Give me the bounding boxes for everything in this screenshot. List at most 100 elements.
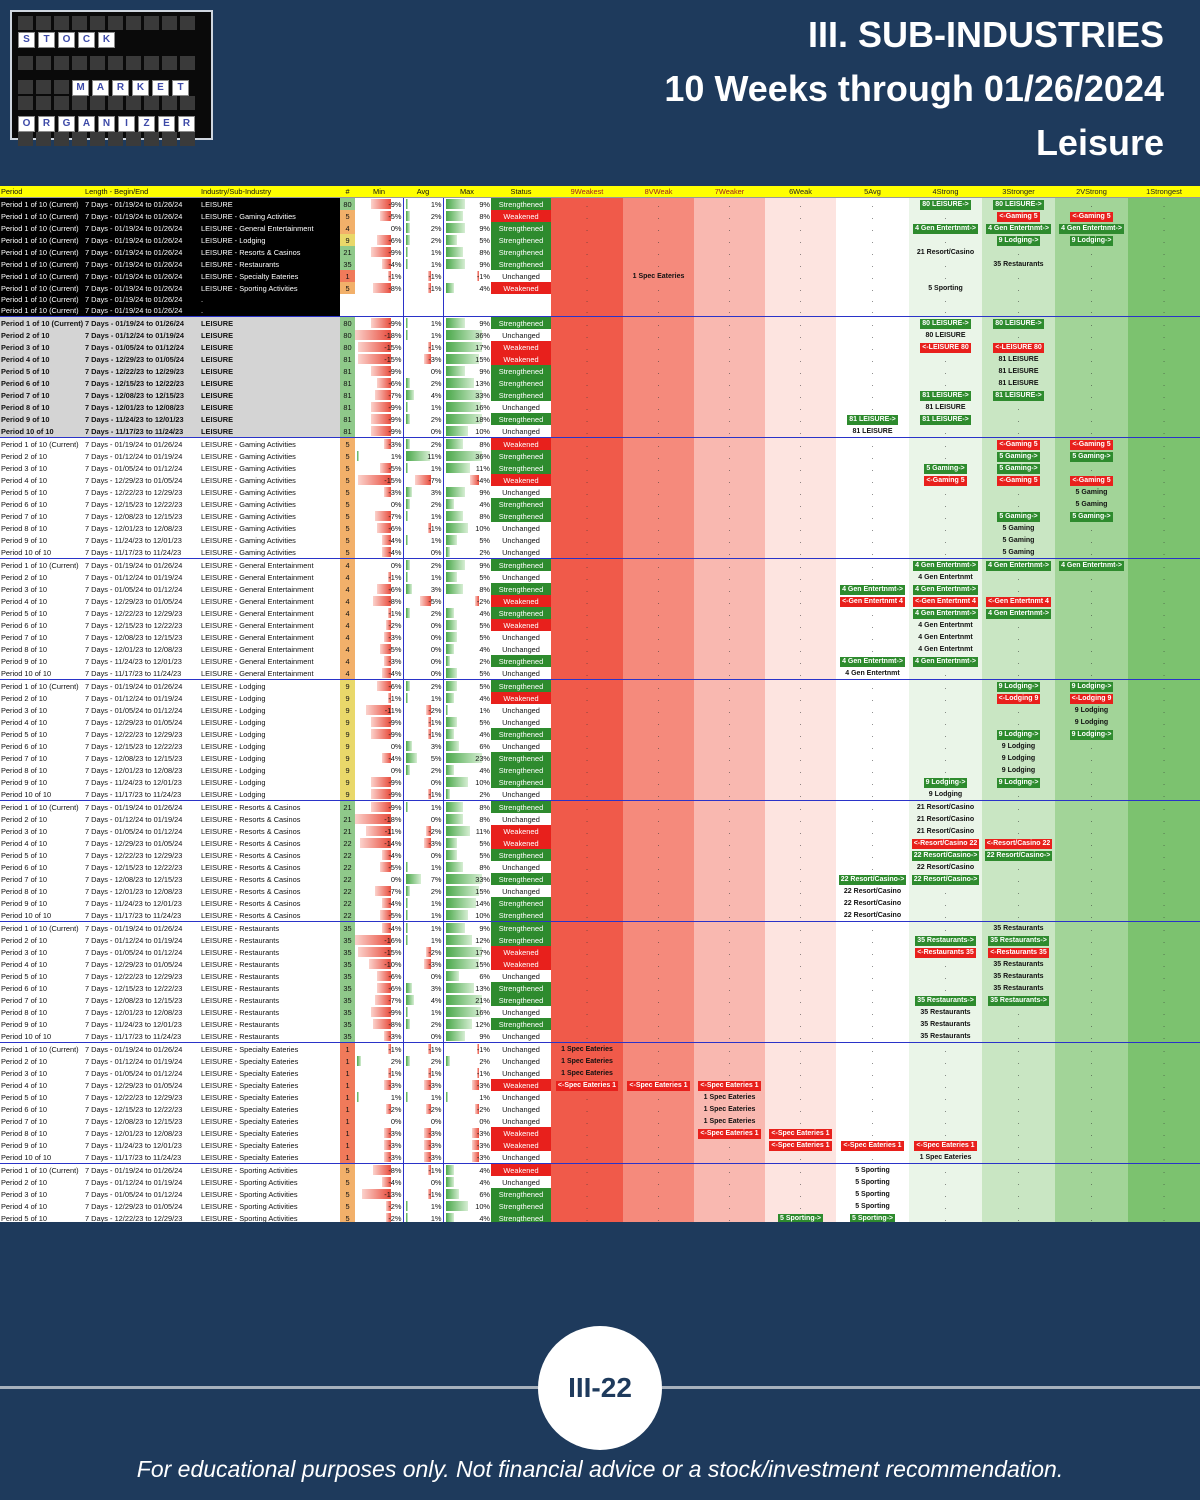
table-row[interactable]: Period 5 of 10 7 Days - 12/22/23 to 12/29…: [0, 486, 1200, 499]
table-row[interactable]: Period 8 of 10 7 Days - 12/01/23 to 12/08…: [0, 401, 1200, 414]
table-row[interactable]: Period 6 of 10 7 Days - 12/15/23 to 12/22…: [0, 498, 1200, 511]
table-row[interactable]: Period 5 of 10 7 Days - 12/22/23 to 12/29…: [0, 970, 1200, 983]
table-row[interactable]: Period 7 of 10 7 Days - 12/08/23 to 12/15…: [0, 510, 1200, 523]
column-header[interactable]: Status: [491, 186, 551, 199]
table-row[interactable]: Period 2 of 10 7 Days - 01/12/24 to 01/19…: [0, 329, 1200, 342]
column-header[interactable]: 9Weakest: [551, 186, 623, 199]
table-row[interactable]: Period 4 of 10 7 Days - 12/29/23 to 01/05…: [0, 837, 1200, 850]
table-row[interactable]: Period 6 of 10 7 Days - 12/15/23 to 12/22…: [0, 861, 1200, 874]
table-row[interactable]: Period 4 of 10 7 Days - 12/29/23 to 01/05…: [0, 1079, 1200, 1092]
table-row[interactable]: Period 8 of 10 7 Days - 12/01/23 to 12/08…: [0, 643, 1200, 656]
table-row[interactable]: Period 4 of 10 7 Days - 12/29/23 to 01/05…: [0, 353, 1200, 366]
table-row[interactable]: Period 10 of 10 7 Days - 11/17/23 to 11/2…: [0, 425, 1200, 439]
table-row[interactable]: Period 3 of 10 7 Days - 01/05/24 to 01/12…: [0, 704, 1200, 717]
table-row[interactable]: Period 2 of 10 7 Days - 01/12/24 to 01/19…: [0, 1055, 1200, 1068]
table-row[interactable]: Period 1 of 10 (Current) 7 Days - 01/19/2…: [0, 282, 1200, 295]
table-row[interactable]: Period 2 of 10 7 Days - 01/12/24 to 01/19…: [0, 934, 1200, 947]
table-row[interactable]: Period 9 of 10 7 Days - 11/24/23 to 12/01…: [0, 1018, 1200, 1031]
column-header[interactable]: Min: [355, 186, 403, 199]
table-row[interactable]: Period 5 of 10 7 Days - 12/22/23 to 12/29…: [0, 1091, 1200, 1104]
table-row[interactable]: Period 1 of 10 (Current) 7 Days - 01/19/2…: [0, 921, 1200, 935]
table-row[interactable]: Period 5 of 10 7 Days - 12/22/23 to 12/29…: [0, 849, 1200, 862]
table-row[interactable]: Period 6 of 10 7 Days - 12/15/23 to 12/22…: [0, 1103, 1200, 1116]
table-row[interactable]: Period 7 of 10 7 Days - 12/08/23 to 12/15…: [0, 1115, 1200, 1128]
column-header[interactable]: #: [340, 186, 355, 199]
table-row[interactable]: Period 10 of 10 7 Days - 11/17/23 to 11/2…: [0, 909, 1200, 923]
column-header[interactable]: 6Weak: [765, 186, 836, 199]
table-row[interactable]: Period 7 of 10 7 Days - 12/08/23 to 12/15…: [0, 389, 1200, 402]
spreadsheet[interactable]: Period Length - Begin/End Industry/Sub-Ind…: [0, 186, 1200, 1222]
table-row[interactable]: Period 4 of 10 7 Days - 12/29/23 to 01/05…: [0, 1200, 1200, 1213]
column-header[interactable]: 3Stronger: [982, 186, 1055, 199]
table-row[interactable]: Period 5 of 10 7 Days - 12/22/23 to 12/29…: [0, 607, 1200, 620]
table-row[interactable]: Period 8 of 10 7 Days - 12/01/23 to 12/08…: [0, 522, 1200, 535]
column-header[interactable]: Industry/Sub-Industry: [200, 186, 340, 199]
table-row[interactable]: Period 1 of 10 (Current) 7 Days - 01/19/2…: [0, 679, 1200, 693]
table-row[interactable]: Period 8 of 10 7 Days - 12/01/23 to 12/08…: [0, 764, 1200, 777]
column-header[interactable]: Period: [0, 186, 84, 199]
table-row[interactable]: Period 8 of 10 7 Days - 12/01/23 to 12/08…: [0, 1127, 1200, 1140]
table-row[interactable]: Period 1 of 10 (Current) 7 Days - 01/19/2…: [0, 270, 1200, 283]
table-row[interactable]: Period 2 of 10 7 Days - 01/12/24 to 01/19…: [0, 571, 1200, 584]
table-row[interactable]: Period 2 of 10 7 Days - 01/12/24 to 01/19…: [0, 813, 1200, 826]
table-row[interactable]: Period 4 of 10 7 Days - 12/29/23 to 01/05…: [0, 474, 1200, 487]
table-row[interactable]: Period 1 of 10 (Current) 7 Days - 01/19/2…: [0, 316, 1200, 330]
table-row[interactable]: Period 2 of 10 7 Days - 01/12/24 to 01/19…: [0, 450, 1200, 463]
table-row[interactable]: Period 10 of 10 7 Days - 11/17/23 to 11/2…: [0, 1030, 1200, 1044]
table-row[interactable]: Period 7 of 10 7 Days - 12/08/23 to 12/15…: [0, 752, 1200, 765]
table-row[interactable]: Period 4 of 10 7 Days - 12/29/23 to 01/05…: [0, 958, 1200, 971]
table-row[interactable]: Period 10 of 10 7 Days - 11/17/23 to 11/2…: [0, 546, 1200, 560]
table-row[interactable]: Period 9 of 10 7 Days - 11/24/23 to 12/01…: [0, 655, 1200, 668]
column-header[interactable]: 5Avg: [836, 186, 909, 199]
column-header[interactable]: 4Strong: [909, 186, 982, 199]
table-row[interactable]: Period 4 of 10 7 Days - 12/29/23 to 01/05…: [0, 595, 1200, 608]
table-row[interactable]: Period 10 of 10 7 Days - 11/17/23 to 11/2…: [0, 667, 1200, 681]
table-row[interactable]: Period 1 of 10 (Current) 7 Days - 01/19/2…: [0, 1042, 1200, 1056]
column-header[interactable]: Avg: [403, 186, 443, 199]
table-row[interactable]: Period 1 of 10 (Current) 7 Days - 01/19/2…: [0, 305, 1200, 318]
column-header[interactable]: 8VWeak: [623, 186, 694, 199]
table-row[interactable]: Period 1 of 10 (Current) 7 Days - 01/19/2…: [0, 558, 1200, 572]
table-row[interactable]: Period 1 of 10 (Current) 7 Days - 01/19/2…: [0, 210, 1200, 223]
table-row[interactable]: Period 1 of 10 (Current) 7 Days - 01/19/2…: [0, 246, 1200, 259]
table-row[interactable]: Period 5 of 10 7 Days - 12/22/23 to 12/29…: [0, 365, 1200, 378]
table-row[interactable]: Period 9 of 10 7 Days - 11/24/23 to 12/01…: [0, 776, 1200, 789]
table-row[interactable]: Period 6 of 10 7 Days - 12/15/23 to 12/22…: [0, 377, 1200, 390]
table-row[interactable]: Period 9 of 10 7 Days - 11/24/23 to 12/01…: [0, 1139, 1200, 1152]
table-row[interactable]: Period 3 of 10 7 Days - 01/05/24 to 01/12…: [0, 341, 1200, 354]
table-row[interactable]: Period 7 of 10 7 Days - 12/08/23 to 12/15…: [0, 873, 1200, 886]
table-row[interactable]: Period 7 of 10 7 Days - 12/08/23 to 12/15…: [0, 631, 1200, 644]
table-row[interactable]: Period 2 of 10 7 Days - 01/12/24 to 01/19…: [0, 1176, 1200, 1189]
table-row[interactable]: Period 9 of 10 7 Days - 11/24/23 to 12/01…: [0, 534, 1200, 547]
table-row[interactable]: Period 1 of 10 (Current) 7 Days - 01/19/2…: [0, 1163, 1200, 1177]
table-row[interactable]: Period 5 of 10 7 Days - 12/22/23 to 12/29…: [0, 728, 1200, 741]
table-row[interactable]: Period 10 of 10 7 Days - 11/17/23 to 11/2…: [0, 788, 1200, 802]
table-row[interactable]: Period 5 of 10 7 Days - 12/22/23 to 12/29…: [0, 1212, 1200, 1222]
table-row[interactable]: Period 2 of 10 7 Days - 01/12/24 to 01/19…: [0, 692, 1200, 705]
table-row[interactable]: Period 6 of 10 7 Days - 12/15/23 to 12/22…: [0, 740, 1200, 753]
table-row[interactable]: Period 3 of 10 7 Days - 01/05/24 to 01/12…: [0, 825, 1200, 838]
table-row[interactable]: Period 3 of 10 7 Days - 01/05/24 to 01/12…: [0, 1188, 1200, 1201]
column-header[interactable]: 1Strongest: [1128, 186, 1200, 199]
table-row[interactable]: Period 3 of 10 7 Days - 01/05/24 to 01/12…: [0, 462, 1200, 475]
table-row[interactable]: Period 1 of 10 (Current) 7 Days - 01/19/2…: [0, 222, 1200, 235]
table-row[interactable]: Period 1 of 10 (Current) 7 Days - 01/19/2…: [0, 234, 1200, 247]
table-row[interactable]: Period 3 of 10 7 Days - 01/05/24 to 01/12…: [0, 946, 1200, 959]
table-row[interactable]: Period 1 of 10 (Current) 7 Days - 01/19/2…: [0, 437, 1200, 451]
table-row[interactable]: Period 3 of 10 7 Days - 01/05/24 to 01/12…: [0, 583, 1200, 596]
table-row[interactable]: Period 7 of 10 7 Days - 12/08/23 to 12/15…: [0, 994, 1200, 1007]
table-row[interactable]: Period 4 of 10 7 Days - 12/29/23 to 01/05…: [0, 716, 1200, 729]
column-header[interactable]: Length - Begin/End: [84, 186, 200, 199]
table-row[interactable]: Period 8 of 10 7 Days - 12/01/23 to 12/08…: [0, 1006, 1200, 1019]
column-header[interactable]: 2VStrong: [1055, 186, 1128, 199]
table-row[interactable]: Period 8 of 10 7 Days - 12/01/23 to 12/08…: [0, 885, 1200, 898]
table-row[interactable]: Period 9 of 10 7 Days - 11/24/23 to 12/01…: [0, 413, 1200, 426]
table-row[interactable]: Period 1 of 10 (Current) 7 Days - 01/19/2…: [0, 258, 1200, 271]
table-row[interactable]: Period 1 of 10 (Current) 7 Days - 01/19/2…: [0, 294, 1200, 306]
table-row[interactable]: Period 1 of 10 (Current) 7 Days - 01/19/2…: [0, 197, 1200, 211]
column-header[interactable]: Max: [443, 186, 491, 199]
table-row[interactable]: Period 10 of 10 7 Days - 11/17/23 to 11/2…: [0, 1151, 1200, 1165]
column-header[interactable]: 7Weaker: [694, 186, 765, 199]
table-row[interactable]: Period 6 of 10 7 Days - 12/15/23 to 12/22…: [0, 619, 1200, 632]
table-row[interactable]: Period 3 of 10 7 Days - 01/05/24 to 01/12…: [0, 1067, 1200, 1080]
